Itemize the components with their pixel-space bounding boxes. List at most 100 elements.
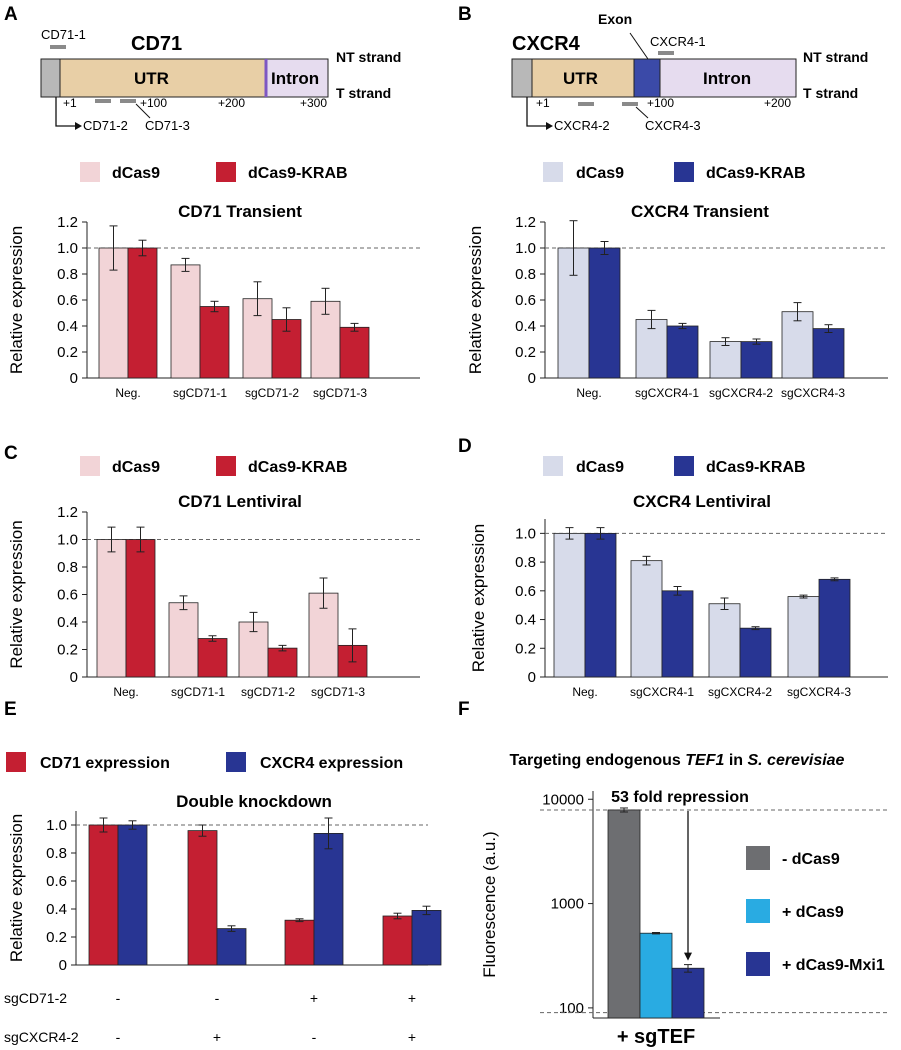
bar-dcas9 [708,603,741,678]
treatment-mark: - [116,990,121,1006]
legend-double-knockdown: CD71 expression CXCR4 expression [6,752,403,772]
bar-cxcr4-expression [313,833,344,966]
bar-dcas9-krab [125,539,156,678]
x-tick-label: sgCD71-2 [241,685,295,699]
y-tick-label: 0.8 [515,554,536,571]
bar-dcas9-krab [739,627,772,678]
chart-tef1-yeast: Fluorescence (a.u.) 100 1000 10000 - dCas9 + … [480,789,888,1048]
repression-annotation: 53 fold repression [611,789,749,806]
bar-cd71-expression [284,919,315,966]
bar-dcas9 [630,560,663,678]
y-tick-label: 0.6 [515,292,536,309]
y-tick-label: 0.2 [57,344,78,361]
chart-title: CXCR4 Transient [631,202,769,221]
legend-cxcr4-mid: dCas9 dCas9-KRAB [543,456,806,476]
cd71-intron-box [265,58,329,98]
bar-dcas9 [96,539,127,678]
y-tick-label: 1.0 [46,817,67,834]
y-tick-label: 0 [70,669,78,686]
chart-title: CXCR4 Lentiviral [633,492,771,511]
bar-dcas9-krab [584,532,617,678]
cxcr4-gene-diagram: CXCR4 Exon UTR Intron NT strand T strand… [511,11,868,133]
cd71-utr-label: UTR [134,69,169,88]
tef1-title-gene: TEF1 [685,752,724,769]
y-tick-label: 1.0 [57,240,78,257]
bar-cd71-expression [187,830,218,966]
chart-cxcr4-lentiviral: CXCR4 Lentiviral Relative expression 0 0.2 0… [469,492,888,699]
y-axis-label: Relative expression [469,524,488,672]
x-tick-label: sgCXCR4-1 [635,386,699,400]
y-tick-label: 10000 [542,791,584,808]
legend-swatch-dcas9 [80,162,100,182]
x-tick-label: sgCXCR4-3 [781,386,845,400]
y-tick-label: 0.2 [515,344,536,361]
y-tick-label: 1000 [551,896,584,913]
bar-dcas9-krab [267,647,298,678]
chart-cd71-lentiviral: CD71 Lentiviral Relative expression 0 0.2 0.… [7,492,420,699]
cxcr4-exon-leader [629,32,649,60]
bar-dcas9-mxi1 [671,967,705,1019]
x-tick-label: sgCXCR4-2 [708,685,772,699]
y-tick-label: 100 [559,1000,584,1017]
legend-swatch-dcas9 [80,456,100,476]
bar-dcas9 [635,319,668,379]
y-tick-label: 0.2 [515,640,536,657]
bar-dcas9-krab [812,328,845,379]
bar-cd71-expression [382,915,413,966]
cxcr4-guide-3-label: CXCR4-3 [645,118,701,133]
tef1-title-part-2: in [724,752,747,769]
x-tick-label: Neg. [113,685,138,699]
bar-cxcr4-expression [216,928,247,966]
bar-dcas9 [639,932,673,1019]
cd71-guide-3-label: CD71-3 [145,118,190,133]
y-tick-label: 0.6 [515,583,536,600]
legend-label-dcas9-krab: dCas9-KRAB [706,459,806,476]
bar-dcas9-krab [818,578,851,678]
chart-double-knockdown: Double knockdown Relative expression 0 0.2 0… [7,792,442,1045]
cd71-guide-3-leader [135,103,151,119]
treatment-mark: + [408,990,416,1006]
cd71-guide-2-label: CD71-2 [83,118,128,133]
y-tick-label: 0 [70,370,78,387]
legend-label-dcas9: dCas9 [112,165,160,182]
bar-cxcr4-expression [117,824,148,966]
x-tick-label: sgCXCR4-2 [709,386,773,400]
y-tick-label: 1.0 [57,532,78,549]
cxcr4-nt-strand-label: NT strand [803,49,868,65]
treatment-mark: - [312,1029,317,1045]
legend-swatch [746,899,770,923]
cd71-tss-arrow [55,97,75,127]
x-tick-label: sgCD71-1 [171,685,225,699]
y-tick-label: 0.6 [57,587,78,604]
gene-name-cxcr4: CXCR4 [512,33,581,55]
row-label-sgcxcr4-2: sgCXCR4-2 [4,1029,79,1045]
cxcr4-intron-box [659,58,797,98]
y-tick-label: 1.2 [57,214,78,231]
bar-dcas9 [709,341,742,379]
legend-label-dcas9: dCas9 [576,165,624,182]
legend-swatch-dcas9 [543,456,563,476]
y-axis-label: Fluorescence (a.u.) [480,831,499,977]
y-tick-label: 0.8 [57,266,78,283]
legend-label-dcas9-krab: dCas9-KRAB [706,165,806,182]
cxcr4-exon-box [633,58,661,98]
treatment-mark: - [215,990,220,1006]
y-tick-label: 0.4 [515,612,536,629]
y-tick-label: 1.2 [515,214,536,231]
treatment-mark: - [116,1029,121,1045]
legend-cd71-mid: dCas9 dCas9-KRAB [80,456,348,476]
cd71-tick-100: +100 [140,96,167,110]
x-tick-label: sgCD71-2 [245,386,299,400]
legend-swatch [746,846,770,870]
legend-label: - dCas9 [782,851,840,868]
cxcr4-t-strand-label: T strand [803,85,858,101]
legend-label-dcas9: dCas9 [112,459,160,476]
bar-dcas9 [553,532,586,678]
legend-label: + dCas9 [782,904,844,921]
bar-dcas9 [170,264,201,379]
legend-swatch-dcas9-krab [674,456,694,476]
bar-dcas9-krab [740,341,773,379]
legend-swatch-dcas9 [543,162,563,182]
y-axis-label: Relative expression [7,520,26,668]
